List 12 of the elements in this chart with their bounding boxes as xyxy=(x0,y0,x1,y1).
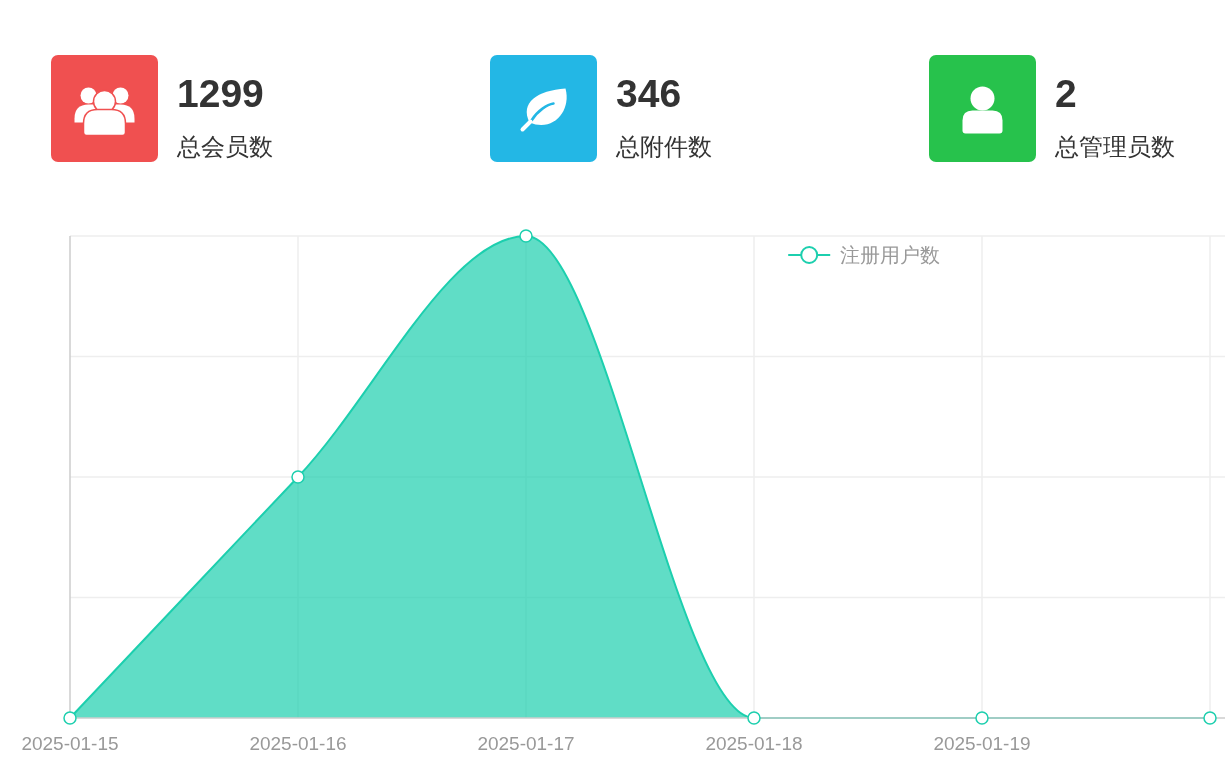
x-tick-label: 2025-01-15 xyxy=(21,733,119,754)
data-label: 2 xyxy=(1055,72,1077,115)
category-label: 总会员数 xyxy=(176,133,273,160)
x-tick-label: 2025-01-17 xyxy=(477,733,575,754)
category-label: 总管理员数 xyxy=(1054,133,1175,160)
legend-label: 注册用户数 xyxy=(840,244,941,266)
x-tick-label: 2025-01-16 xyxy=(249,733,347,754)
x-tick-label: 2025-01-18 xyxy=(705,733,803,754)
data-label: 346 xyxy=(616,72,682,115)
x-tick-label: 2025-01-19 xyxy=(933,733,1031,754)
category-label: 总附件数 xyxy=(615,133,712,160)
data-label: 1299 xyxy=(177,72,264,115)
